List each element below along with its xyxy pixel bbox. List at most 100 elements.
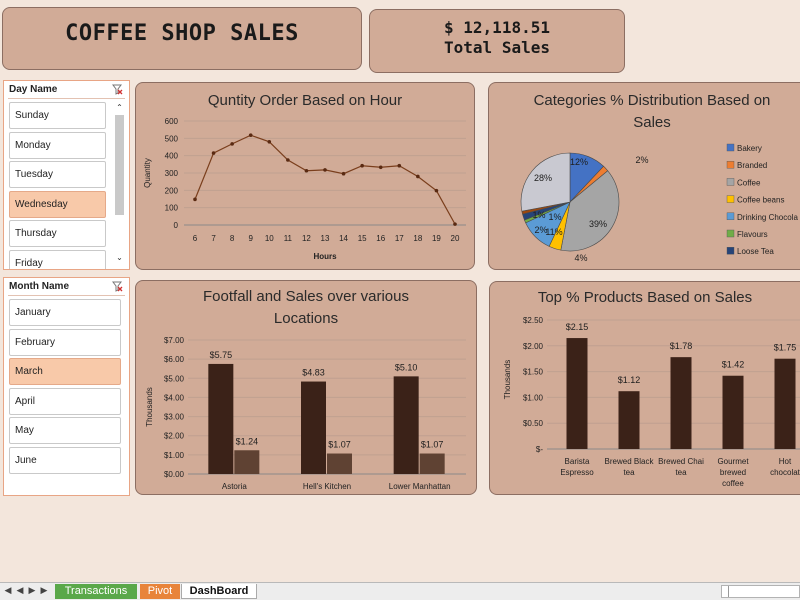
x-tick-label: Lower Manhattan	[389, 482, 451, 491]
category-distribution-chart: Categories % Distribution Based on Sales…	[488, 82, 800, 270]
month-slicer-item-april[interactable]: April	[9, 387, 121, 415]
data-point	[416, 174, 420, 179]
day-slicer-item-friday[interactable]: Friday	[9, 250, 106, 269]
month-slicer-item-may[interactable]: May	[9, 417, 121, 445]
legend-swatch	[726, 229, 735, 238]
pie-slice	[560, 170, 620, 252]
total-sales-value: $ 12,118.51	[444, 18, 550, 37]
horizontal-scrollbar[interactable]	[721, 585, 800, 598]
first-sheet-icon[interactable]: ◀	[4, 585, 12, 595]
legend-swatch	[726, 143, 735, 152]
x-tick-label: 17	[395, 234, 404, 243]
data-point	[397, 163, 402, 168]
scrollbar-grip[interactable]	[723, 586, 729, 597]
location-bar-svg: $0.00 $1.00 $2.00 $3.00 $4.00 $5.00 $6.00 $7.00…	[145, 336, 466, 491]
bar	[327, 453, 352, 474]
next-sheet-icon[interactable]: ▶	[28, 585, 36, 595]
day-slicer-item-thursday[interactable]: Thursday	[9, 220, 106, 248]
bar	[301, 381, 326, 474]
legend-label: Coffee	[737, 178, 761, 187]
title-panel: COFFEE SHOP SALES	[2, 7, 362, 70]
scroll-thumb[interactable]	[115, 115, 124, 215]
scroll-up-icon[interactable]: ⌃	[116, 103, 123, 112]
day-slicer-scrollbar[interactable]: ⌃ ⌄	[114, 101, 125, 265]
bar-data-label: $5.10	[395, 362, 418, 372]
data-point	[323, 168, 327, 172]
pie-chart-svg: 12% 2%39%4%11%1%2%1%28%BakeryBrandedCoffe…	[520, 143, 798, 263]
legend-label: Branded	[737, 161, 767, 170]
data-point	[341, 171, 346, 176]
legend-swatch	[726, 195, 735, 203]
y-axis-label: Quantity	[143, 158, 152, 188]
bar	[618, 391, 640, 449]
month-slicer-item-february[interactable]: February	[9, 328, 121, 356]
month-slicer-item-march[interactable]: March	[9, 358, 121, 386]
y-tick-label: $0.00	[164, 470, 185, 479]
y-tick-label: $4.00	[164, 393, 185, 402]
sheet-tab-bar: ◀ ◀ ▶ ▶ Transactions Pivot DashBoard	[0, 582, 800, 600]
y-tick-label: $6.00	[164, 355, 185, 364]
x-tick-label: 13	[321, 234, 330, 243]
tab-transactions[interactable]: Transactions	[55, 584, 137, 599]
pie-slice	[520, 152, 571, 212]
data-point	[211, 151, 216, 155]
scroll-down-icon[interactable]: ⌄	[116, 253, 123, 262]
x-tick-label: Espresso	[560, 468, 594, 477]
x-tick-label: Astoria	[222, 482, 247, 491]
x-tick-label: 20	[451, 234, 460, 243]
y-tick-label: 0	[174, 221, 179, 230]
x-tick-label: 8	[230, 234, 235, 243]
x-tick-label: 12	[302, 234, 311, 243]
x-tick-label: Gourmet	[717, 457, 749, 466]
x-tick-label: 18	[413, 234, 422, 243]
y-tick-label: $5.00	[164, 374, 185, 383]
bar-data-label: $1.07	[328, 440, 351, 450]
slice-data-label: 2%	[534, 225, 547, 235]
y-tick-label: 200	[165, 186, 179, 195]
data-point	[378, 165, 383, 170]
slicer-divider	[8, 98, 125, 99]
bar	[234, 450, 260, 474]
slice-data-label: 12%	[570, 157, 588, 167]
legend-label: Coffee beans	[737, 196, 784, 205]
day-slicer-item-monday[interactable]: Monday	[9, 131, 106, 159]
bar	[670, 357, 692, 449]
bar-data-label: $1.75	[774, 343, 797, 353]
y-tick-label: 300	[165, 169, 179, 178]
y-tick-label: 500	[165, 134, 179, 143]
line-chart-svg: 0 100 200 300 400 500 600 6 7 8 9 10 11 12 13 14 15 16 17 1…	[143, 117, 466, 261]
x-tick-label: 14	[339, 234, 348, 243]
day-slicer-item-tuesday[interactable]: Tuesday	[9, 161, 106, 189]
y-tick-label: $2.50	[523, 316, 544, 325]
y-tick-label: $0.50	[523, 419, 544, 428]
bar	[566, 338, 588, 449]
clear-filter-icon[interactable]	[112, 281, 123, 292]
prev-sheet-icon[interactable]: ◀	[16, 585, 24, 595]
day-slicer-item-wednesday[interactable]: Wednesday	[9, 190, 106, 218]
last-sheet-icon[interactable]: ▶	[40, 585, 48, 595]
total-sales-label: Total Sales	[444, 38, 550, 57]
month-slicer-item-january[interactable]: January	[9, 299, 121, 326]
legend-label: Flavours	[737, 230, 768, 239]
day-slicer-item-sunday[interactable]: Sunday	[9, 102, 106, 129]
x-tick-label: tea	[623, 468, 635, 477]
data-point	[267, 140, 272, 144]
slice-data-label: 39%	[589, 219, 607, 229]
y-tick-label: $2.00	[523, 342, 544, 351]
y-tick-label: $1.50	[523, 368, 544, 377]
y-axis-label: Thousands	[145, 387, 154, 427]
x-tick-label: 9	[248, 234, 253, 243]
y-tick-label: $1.00	[523, 393, 544, 402]
x-axis-label: Hours	[313, 252, 337, 261]
x-tick-label: Hot	[779, 457, 792, 466]
bar-data-label: $4.83	[302, 368, 325, 378]
x-tick-label: chocolat	[770, 468, 800, 477]
month-slicer-item-june[interactable]: June	[9, 447, 121, 474]
location-sales-chart: Footfall and Sales over various Location…	[135, 280, 477, 495]
x-tick-label: coffee	[722, 479, 744, 488]
tab-dashboard[interactable]: DashBoard	[181, 584, 257, 599]
x-tick-label: 15	[358, 234, 367, 243]
tab-pivot[interactable]: Pivot	[140, 584, 180, 599]
slice-data-label: 1%	[532, 210, 545, 220]
clear-filter-icon[interactable]	[112, 84, 123, 95]
